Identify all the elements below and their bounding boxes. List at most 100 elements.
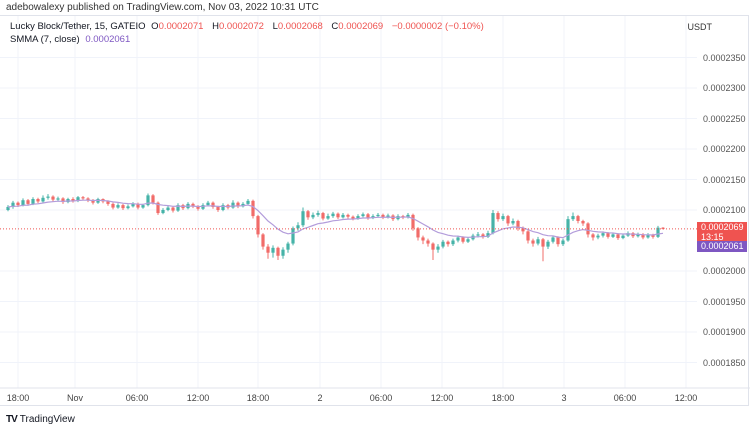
candle [246,199,250,206]
candle [111,202,115,210]
candle [336,212,340,220]
candle-body [251,200,255,217]
candle-body [156,202,160,214]
candle-body [476,234,480,236]
candle-body [511,220,515,224]
candle [386,213,390,219]
chart-legend: Lucky Block/Tether, 15, GATEIO O0.000207… [10,20,487,46]
currency-label: USDT [687,22,713,32]
candle [171,206,175,213]
candle [506,214,510,226]
candle-body [331,213,335,217]
candle-body [546,241,550,247]
candle [581,219,585,226]
candle [576,214,580,224]
candle-body [146,195,150,206]
candle [51,195,55,202]
candle [441,239,445,249]
candle-body [51,196,55,200]
price-tick-label: 0.0002000 [703,266,746,276]
indicator-title[interactable]: SMMA (7, close) [10,34,80,45]
candle-body [596,235,600,238]
candle [266,244,270,259]
candle-body [41,197,45,202]
candle-body [136,203,140,208]
candle [301,207,305,228]
high-value: 0.0002072 [219,21,264,32]
candle-body [11,202,15,207]
candle [311,212,315,220]
candle [286,241,290,253]
close-value: 0.0002069 [338,21,384,32]
candle-body [641,234,645,238]
high-label: H [212,21,219,32]
tradingview-logo[interactable]: TV TradingView [6,414,75,425]
candle [261,233,265,250]
close-label: C [331,21,339,32]
change-value: −0.0000002 (−0.10%) [391,21,484,32]
candle-body [381,214,385,218]
candle-body [46,196,50,198]
candle-body [616,234,620,239]
candle-body [216,206,220,210]
candle [501,213,505,221]
price-tick-label: 0.0002200 [703,144,746,154]
candle-body [481,234,485,237]
candle [631,231,635,239]
candle-body [296,225,300,229]
candle [381,213,385,220]
candle [321,211,325,221]
candle [596,233,600,240]
candle [536,236,540,246]
candle [221,203,225,212]
candle [351,215,355,221]
candle-body [371,216,375,218]
candle-body [221,205,225,210]
candle [296,222,300,231]
brand-name: TradingView [19,414,75,425]
candle [621,233,625,240]
candle [81,195,85,201]
candle [241,202,245,208]
symbol-title[interactable]: Lucky Block/Tether, 15, GATEIO [10,21,146,32]
candle-body [351,216,355,219]
candle-body [116,205,120,208]
candle-body [161,210,165,214]
smma-line [7,199,664,239]
time-tick-label: 06:00 [125,393,149,403]
candle-body [246,200,250,204]
candle [316,210,320,217]
candle-body [256,216,260,235]
candle-body [606,233,610,237]
candle [541,238,545,262]
candle-body [91,200,95,203]
candle [551,235,555,244]
candle [421,235,425,245]
candle-body [456,237,460,241]
candle-body [501,216,505,220]
candle-body [346,214,350,217]
candle-body [196,206,200,209]
candle [451,238,455,246]
candle-body [411,214,415,229]
candle-body [326,216,330,219]
candle [256,214,260,238]
indicator-legend: SMMA (7, close) 0.0002061 [10,33,487,46]
time-tick-label: 3 [561,393,567,403]
candle-body [261,234,265,247]
candle [11,200,15,209]
candle-body [176,205,180,211]
candle-body [601,233,605,236]
candle-body [341,214,345,218]
candle-body [141,205,145,208]
price-tick-label: 0.0002150 [703,174,746,185]
candle [166,205,170,212]
candle-body [16,202,20,206]
candle-body [436,246,440,250]
candle-body [321,213,325,219]
candle-body [496,213,500,220]
candle-body [406,214,410,218]
bar-countdown: 13:15 [701,231,724,242]
candle [6,205,10,212]
